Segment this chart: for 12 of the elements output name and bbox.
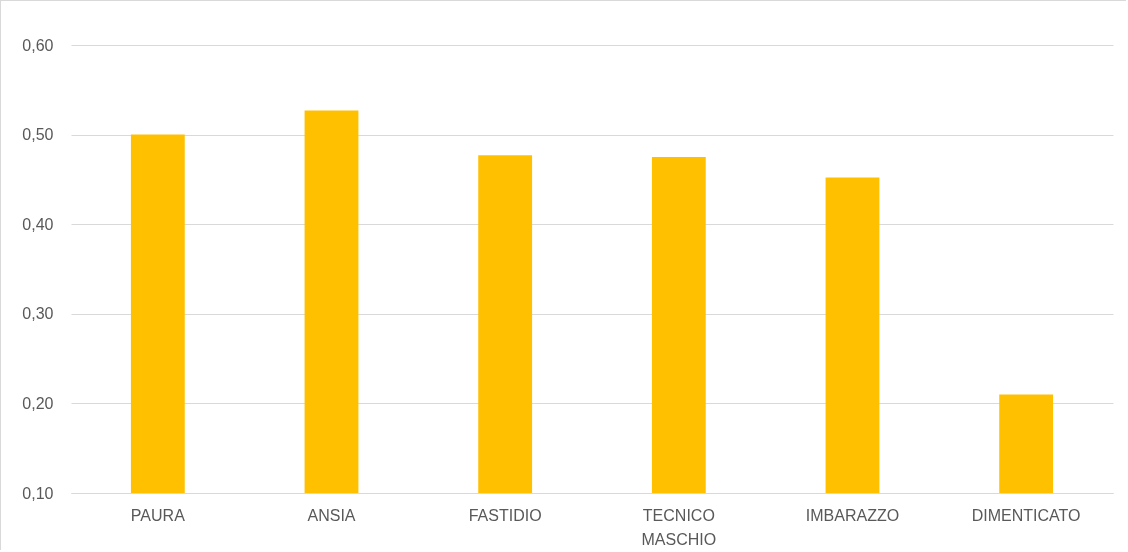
y-tick-label: 0,50 bbox=[22, 126, 54, 144]
x-tick-label: PAURA bbox=[130, 506, 186, 524]
y-tick-label: 0,10 bbox=[22, 484, 54, 502]
y-tick-label: 0,20 bbox=[22, 394, 54, 412]
x-tick-label: FASTIDIO bbox=[468, 506, 542, 524]
y-tick-label: 0,40 bbox=[22, 215, 54, 233]
x-tick-label: DIMENTICATO bbox=[971, 506, 1081, 524]
y-tick-label: 0,60 bbox=[22, 36, 54, 54]
x-tick-label: TECNICO MASCHIO bbox=[641, 506, 717, 548]
x-tick-label: ANSIA bbox=[307, 506, 356, 524]
x-tick-label: IMBARAZZO bbox=[805, 506, 900, 524]
y-tick-label: 0,30 bbox=[22, 305, 54, 323]
